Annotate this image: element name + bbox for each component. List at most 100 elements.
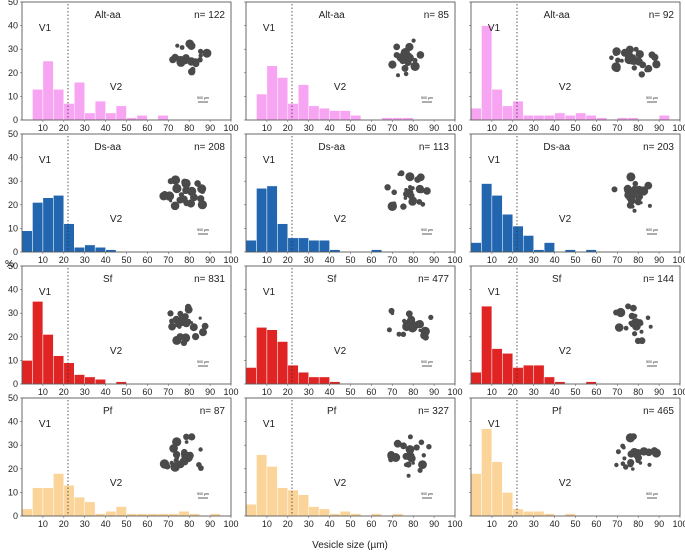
x-tick-label: 30 — [304, 255, 314, 265]
histogram-bar — [523, 235, 534, 253]
x-axis-label: Vesicle size (µm) — [312, 540, 388, 551]
histogram-bar — [564, 115, 576, 121]
histogram-bar — [533, 364, 545, 385]
x-tick-label: 70 — [612, 123, 622, 133]
histogram-bar — [512, 367, 524, 385]
y-tick-label: 50 — [8, 129, 18, 139]
y-tick-label: 50 — [8, 261, 18, 271]
sample-label: Sf — [327, 274, 337, 285]
vesicle-particle — [164, 463, 171, 470]
v1-label: V1 — [488, 419, 501, 430]
x-tick-label: 70 — [163, 255, 173, 265]
x-tick-label: 80 — [184, 255, 194, 265]
x-tick-label: 70 — [387, 519, 397, 529]
x-tick-label: 20 — [283, 255, 293, 265]
v1-label: V1 — [39, 419, 52, 430]
histogram-bar — [63, 223, 75, 253]
x-tick-label: 30 — [304, 519, 314, 529]
x-tick-label: 100 — [672, 519, 685, 529]
sample-count: n= 465 — [643, 406, 674, 417]
vesicle-particle — [623, 325, 629, 331]
vesicle-particle — [170, 462, 180, 472]
vesicle-particle — [401, 64, 409, 72]
vesicle-particle — [192, 333, 200, 341]
x-tick-label: 10 — [487, 255, 497, 265]
x-tick-label: 80 — [184, 387, 194, 397]
vesicle-particle — [400, 48, 410, 58]
histogram-panel: 10 20 30 40 50 60 70 80 90 100 Alt-aa n= 92 V1 V2 500 … — [469, 1, 685, 133]
histogram-bar — [470, 107, 482, 121]
histogram-bar — [523, 364, 534, 385]
histogram-bar — [523, 511, 534, 517]
histogram-bar — [84, 244, 96, 253]
x-tick-label: 20 — [508, 255, 518, 265]
sample-label: Ds-aa — [543, 142, 570, 153]
vesicle-particle — [198, 316, 202, 320]
vesicle-particle — [186, 199, 195, 208]
vesicle-particle — [647, 462, 652, 467]
x-tick-label: 90 — [654, 387, 664, 397]
v1-label: V1 — [39, 155, 52, 166]
y-tick-label: 30 — [8, 44, 18, 54]
x-tick-label: 90 — [429, 123, 439, 133]
histogram-bar — [63, 485, 75, 517]
vesicle-particle — [186, 451, 194, 460]
vesicle-image — [159, 433, 204, 472]
scale-bar-label: 500 µm — [646, 360, 658, 364]
vesicle-particle — [629, 55, 639, 65]
vesicle-particle — [428, 314, 434, 320]
y-tick-label: 0 — [13, 247, 18, 257]
x-tick-label: 100 — [447, 255, 462, 265]
histogram-bar — [42, 487, 54, 517]
histogram-bar — [266, 329, 278, 385]
vesicle-particle — [167, 178, 174, 185]
histogram-bar — [256, 93, 268, 121]
scale-bar-label: 500 µm — [421, 228, 433, 232]
v1-label: V1 — [263, 287, 276, 298]
x-tick-label: 90 — [205, 519, 215, 529]
histogram-bar — [53, 89, 65, 121]
histogram-bar — [105, 511, 117, 517]
vesicle-particle — [639, 329, 644, 334]
vesicle-particle — [632, 331, 638, 337]
x-tick-label: 40 — [325, 123, 335, 133]
x-tick-label: 90 — [654, 519, 664, 529]
vesicle-particle — [421, 453, 426, 458]
vesicle-particle — [648, 51, 656, 59]
vesicle-image — [388, 38, 425, 78]
x-tick-label: 90 — [654, 255, 664, 265]
x-tick-label: 80 — [184, 519, 194, 529]
vesicle-particle — [407, 434, 413, 440]
x-tick-label: 70 — [387, 255, 397, 265]
x-tick-label: 90 — [205, 123, 215, 133]
v2-label: V2 — [334, 346, 347, 357]
vesicle-particle — [181, 178, 189, 186]
vesicle-particle — [180, 450, 188, 458]
v2-label: V2 — [559, 346, 572, 357]
vesicle-particle — [197, 184, 207, 194]
v2-label: V2 — [559, 478, 572, 489]
x-tick-label: 60 — [591, 123, 601, 133]
vesicle-particle — [393, 43, 401, 51]
vesicle-particle — [638, 71, 645, 78]
x-tick-label: 30 — [80, 387, 90, 397]
vesicle-particle — [391, 189, 397, 196]
histogram-bar — [84, 376, 96, 385]
histogram-bar — [42, 334, 54, 385]
histogram-panel: 10 20 30 40 50 60 70 80 90 100 Sf n= 477 V1 V2 500 µm — [244, 265, 463, 397]
histogram-bar — [266, 65, 278, 121]
vesicle-image — [613, 303, 653, 345]
vesicle-particle — [407, 454, 416, 463]
vesicle-particle — [179, 317, 184, 323]
sample-label: Sf — [552, 274, 562, 285]
vesicle-particle — [410, 196, 417, 204]
x-tick-label: 10 — [262, 387, 272, 397]
histogram-bar — [585, 115, 597, 121]
x-tick-label: 50 — [121, 255, 131, 265]
x-tick-label: 20 — [59, 123, 69, 133]
vesicle-particle — [190, 66, 196, 72]
sample-label: Alt-aa — [95, 10, 122, 21]
histogram-bar — [245, 239, 257, 253]
histogram-bar — [277, 487, 289, 517]
vesicle-particle — [190, 321, 193, 324]
